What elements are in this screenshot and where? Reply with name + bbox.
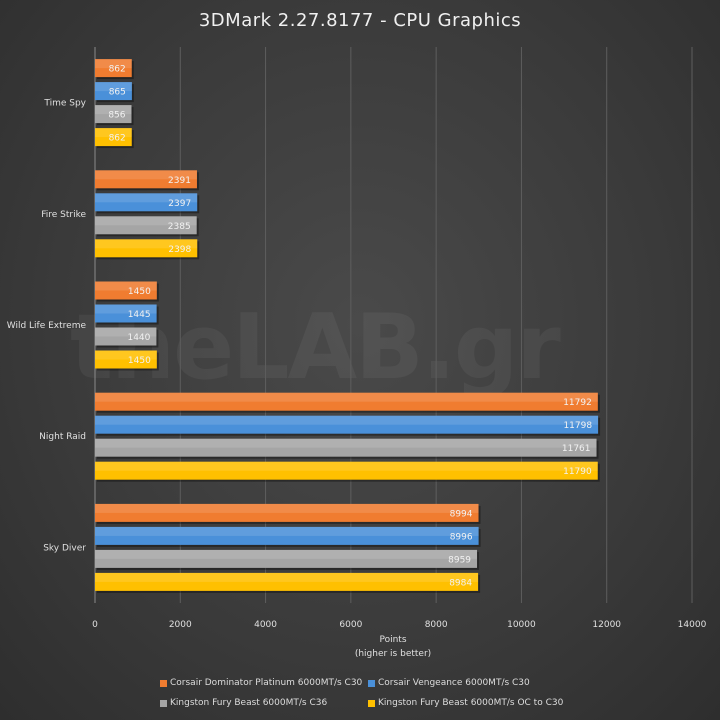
bar (95, 327, 157, 346)
data-label: 865 (109, 88, 126, 98)
bar (95, 392, 598, 411)
legend-item: Kingston Fury Beast 6000MT/s C36 (160, 698, 327, 708)
data-label: 862 (109, 65, 126, 75)
data-label: 1450 (128, 356, 151, 366)
bar-highlight (95, 304, 157, 314)
x-tick-label: 12000 (592, 620, 621, 630)
bar (95, 415, 599, 434)
bar-highlight (95, 105, 132, 115)
bar-highlight (95, 128, 132, 138)
data-label: 8959 (448, 555, 471, 565)
bar (95, 350, 157, 369)
legend-swatch (368, 679, 375, 687)
bar-highlight (95, 503, 479, 513)
bar (95, 216, 197, 235)
x-axis-title: Points (379, 635, 406, 645)
bar-highlight (95, 415, 599, 425)
bar (95, 438, 597, 457)
bar (95, 503, 479, 522)
data-label: 8984 (449, 578, 472, 588)
bar-highlight (95, 327, 157, 337)
legend-label: Kingston Fury Beast 6000MT/s OC to C30 (378, 698, 564, 708)
bar-highlight (95, 572, 479, 582)
data-label: 8996 (450, 532, 473, 542)
legend-swatch (160, 699, 167, 707)
bar (95, 82, 132, 101)
legend-swatch (368, 699, 375, 707)
data-label: 8994 (450, 509, 473, 519)
chart-title: 3DMark 2.27.8177 - CPU Graphics (198, 10, 522, 31)
data-label: 856 (108, 111, 125, 121)
bar (95, 461, 598, 480)
bar-highlight (95, 59, 132, 69)
bar-highlight (95, 193, 198, 203)
legend-item: Corsair Vengeance 6000MT/s C30 (368, 678, 530, 688)
category-label: Time Spy (43, 99, 86, 109)
legend-label: Corsair Dominator Platinum 6000MT/s C30 (170, 678, 363, 688)
data-label: 2398 (168, 245, 191, 255)
data-label: 1440 (127, 333, 150, 343)
legend-swatch (160, 679, 167, 687)
bar-highlight (95, 216, 197, 226)
bar (95, 128, 132, 147)
x-tick-label: 8000 (425, 620, 448, 630)
x-axis-subtitle: (higher is better) (355, 649, 431, 659)
data-label: 11798 (563, 421, 592, 431)
bar (95, 105, 132, 124)
category-label: Night Raid (39, 432, 86, 442)
data-label: 11761 (562, 444, 591, 454)
legend-label: Kingston Fury Beast 6000MT/s C36 (170, 698, 328, 708)
bar-highlight (95, 239, 198, 249)
bar-highlight (95, 549, 478, 559)
x-tick-label: 10000 (507, 620, 536, 630)
bar (95, 193, 198, 212)
data-label: 2391 (168, 176, 191, 186)
bar-highlight (95, 461, 598, 471)
data-label: 11792 (563, 398, 592, 408)
bar (95, 549, 478, 568)
x-tick-label: 14000 (678, 620, 707, 630)
legend-item: Corsair Dominator Platinum 6000MT/s C30 (160, 678, 362, 688)
bar (95, 304, 157, 323)
data-label: 1450 (128, 287, 151, 297)
data-label: 1445 (128, 310, 151, 320)
bar (95, 281, 157, 300)
bar (95, 526, 479, 545)
bar-highlight (95, 82, 132, 92)
bar-highlight (95, 526, 479, 536)
x-tick-label: 6000 (339, 620, 362, 630)
bar (95, 59, 132, 78)
data-label: 2397 (168, 199, 191, 209)
bar-highlight (95, 281, 157, 291)
bar-highlight (95, 392, 598, 402)
data-label: 862 (109, 134, 126, 144)
bar-highlight (95, 438, 597, 448)
bar (95, 572, 479, 591)
x-tick-label: 0 (92, 620, 98, 630)
bar (95, 239, 198, 258)
x-tick-label: 2000 (169, 620, 192, 630)
x-tick-label: 4000 (254, 620, 277, 630)
bar-highlight (95, 350, 157, 360)
data-label: 11790 (563, 467, 592, 477)
bar-highlight (95, 170, 197, 180)
category-label: Fire Strike (41, 210, 86, 220)
legend-item: Kingston Fury Beast 6000MT/s OC to C30 (368, 698, 563, 708)
category-label: Sky Diver (43, 543, 86, 553)
category-label: Wild Life Extreme (7, 321, 87, 331)
data-label: 2385 (168, 222, 191, 232)
bar (95, 170, 197, 189)
legend-label: Corsair Vengeance 6000MT/s C30 (378, 678, 530, 688)
